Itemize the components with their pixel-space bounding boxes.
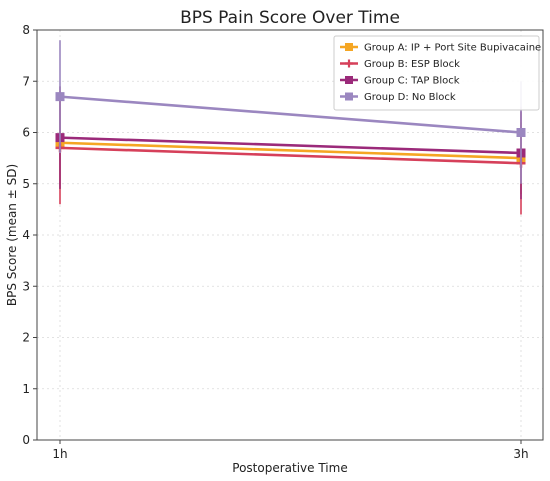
x-tick-label: 3h <box>513 447 528 461</box>
legend-item: Group D: No Block <box>340 92 456 103</box>
series-layer <box>55 40 526 215</box>
legend-item: Group B: ESP Block <box>340 59 460 70</box>
series-point <box>345 76 353 84</box>
y-tick-label: 4 <box>22 228 30 242</box>
legend-label: Group A: IP + Port Site Bupivacaine <box>364 43 541 54</box>
y-tick-label: 2 <box>22 331 30 345</box>
series-line <box>59 136 522 155</box>
legend-label: Group C: TAP Block <box>364 76 460 87</box>
series-point <box>516 128 526 137</box>
series-line <box>59 141 522 160</box>
y-tick-label: 7 <box>22 74 30 88</box>
legend-box <box>333 35 540 111</box>
y-tick-label: 5 <box>22 177 30 191</box>
series-line <box>59 146 522 165</box>
series-line <box>59 95 522 134</box>
series-point <box>345 92 353 101</box>
series-point <box>55 92 65 102</box>
y-axis-label: BPS Score (mean ± SD) <box>5 164 19 306</box>
chart-title: BPS Pain Score Over Time <box>180 8 400 28</box>
legend-label: Group D: No Block <box>364 92 456 103</box>
y-tick-label: 6 <box>22 126 30 140</box>
series-point <box>345 59 353 68</box>
legend-item: Group A: IP + Port Site Bupivacaine <box>340 43 541 54</box>
legend-label: Group B: ESP Block <box>364 59 460 70</box>
y-tick-label: 3 <box>22 279 30 293</box>
series-point <box>345 43 353 51</box>
ticks: 0 1 2 3 4 5 6 7 8 1h 3h <box>22 23 528 461</box>
y-tick-label: 1 <box>22 382 30 396</box>
legend: Group A: IP + Port Site Bupivacaine Group… <box>333 35 541 111</box>
legend-item: Group C: TAP Block <box>340 76 460 87</box>
y-tick-label: 0 <box>22 433 30 447</box>
y-tick-label: 8 <box>22 23 30 37</box>
x-axis-label: Postoperative Time <box>232 461 347 475</box>
x-tick-label: 1h <box>52 447 67 461</box>
